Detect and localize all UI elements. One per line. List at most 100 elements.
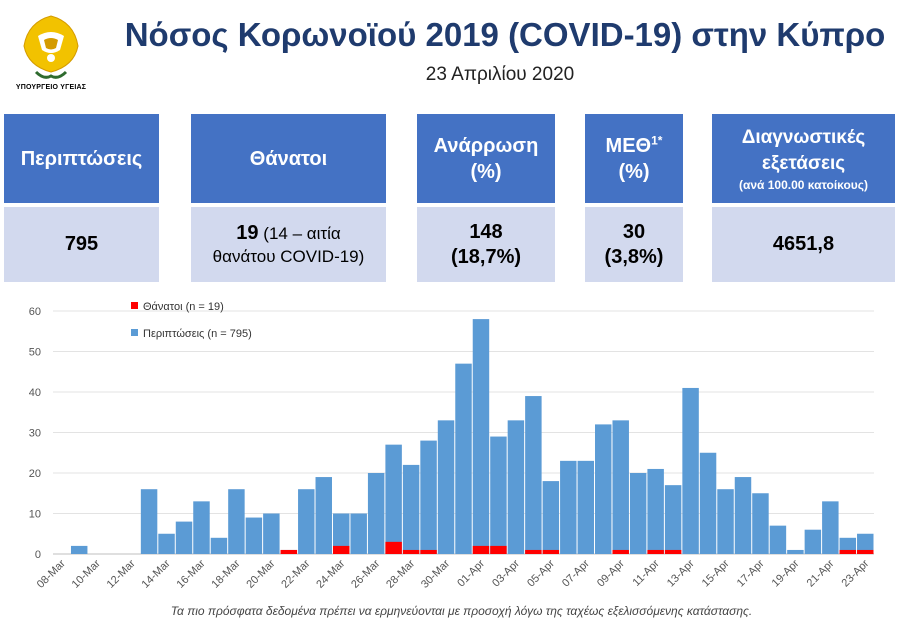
x-tick-label: 01-Apr [455,557,487,589]
case-bar [787,549,804,554]
y-tick-label: 50 [29,347,41,359]
case-bar [525,396,542,554]
legend-swatch [131,302,138,309]
x-tick-label: 13-Apr [665,557,697,589]
x-tick-label: 28-Mar [384,557,417,590]
x-tick-label: 12-Mar [105,557,138,590]
y-tick-label: 20 [29,468,41,480]
tests-header: Διαγνωστικές εξετάσεις (ανά 100.00 κατοί… [712,114,895,203]
y-tick-label: 40 [29,387,41,399]
case-bar [228,489,245,554]
case-bar [402,464,420,554]
x-tick-label: 15-Apr [700,557,732,589]
deaths-header: Θάνατοι [191,114,386,203]
case-bar [734,477,752,554]
icu-value-box: 30 (3,8%) [585,207,683,282]
case-bar [298,489,315,554]
death-bar [612,549,629,554]
tests-value-box: 4651,8 [712,207,895,282]
y-tick-label: 0 [35,549,41,561]
deaths-label: Θάνατοι [249,147,328,170]
deaths-value: 19 [236,221,259,244]
x-tick-label: 05-Apr [525,557,557,589]
case-bar [455,363,472,554]
case-bar [350,513,367,554]
x-tick-label: 21-Apr [805,557,837,589]
recovery-value: 148 [469,220,503,243]
case-bar [804,529,822,554]
case-bar [699,452,717,554]
case-bar [717,489,734,554]
x-tick-label: 14-Mar [140,557,173,590]
footnote: Τα πιο πρόσφατα δεδομένα πρέπει να ερμην… [170,604,753,618]
death-bar [647,549,664,554]
case-bar [595,424,612,554]
case-bar [682,387,699,554]
icu-value: 30 [622,220,646,243]
case-bar [315,477,332,554]
recovery-unit: (%) [470,160,502,183]
x-tick-label: 24-Mar [314,557,347,590]
recovery-pct: (18,7%) [450,245,522,268]
case-bar [140,489,158,554]
case-bar [490,436,507,554]
case-bar [769,525,787,554]
daily-cases-chart: 0 10 20 30 40 50 60 08-Mar 10-Mar 12-Mar 14-Mar 16-… [29,301,874,591]
death-bar [472,545,490,554]
deaths-value-box: 19 (14 – αιτία θανάτου COVID-19) [191,207,386,282]
legend-label: Θάνατοι (n = 19) [143,301,224,313]
case-bar [420,440,437,554]
icu-label: ΜΕΘ [605,134,652,157]
death-bar [490,545,507,554]
case-bar [577,460,595,554]
x-tick-label: 09-Apr [595,557,627,589]
x-tick-label: 11-Apr [631,557,662,588]
icu-unit: (%) [618,160,650,183]
case-bar [210,537,228,554]
legend-label: Περιπτώσεις (n = 795) [143,328,252,340]
case-bar [629,473,647,554]
tests-value: 4651,8 [772,233,835,255]
report-date: 23 Απριλίου 2020 [425,64,575,85]
x-tick-label: 10-Mar [70,557,103,590]
icu-superscript: 1* [651,132,663,147]
case-bar [822,501,839,554]
case-bar [560,460,577,554]
case-bar [664,485,682,554]
recovery-value-box: 148 (18,7%) [417,207,555,282]
x-tick-label: 19-Apr [770,557,802,589]
tests-label: Διαγνωστικές εξετάσεις [741,126,866,174]
x-tick-label: 26-Mar [349,557,382,590]
case-bar [193,501,210,554]
icu-pct: (3,8%) [604,245,664,268]
cases-header: Περιπτώσεις [4,114,159,203]
cases-value-box: 795 [4,207,159,282]
deaths-note: (14 – αιτία θανάτου COVID-19) [212,223,365,266]
case-bar [158,533,175,554]
x-tick-label: 08-Mar [35,557,68,590]
case-bar [175,521,193,554]
cases-value: 795 [64,233,99,255]
recovery-header: Ανάρρωση (%) [417,114,555,203]
y-tick-label: 10 [29,509,41,521]
x-tick-label: 17-Apr [735,557,767,589]
case-bar [542,481,560,554]
cases-label: Περιπτώσεις [20,147,143,170]
death-bar [332,545,350,554]
death-bar [525,549,542,554]
case-bar [752,493,769,554]
icu-header: ΜΕΘ1* (%) [585,114,683,203]
page-title: Νόσος Κορωνοϊού 2019 (COVID-19) στην Κύπ… [124,16,886,53]
case-bar [367,473,385,554]
x-tick-label: 23-Apr [840,557,872,589]
ministry-name: ΥΠΟΥΡΓΕΙΟ ΥΓΕΙΑΣ [15,84,87,91]
case-bar [507,420,525,554]
death-bar [385,541,402,554]
death-bar [420,549,437,554]
x-tick-label: 20-Mar [244,557,277,590]
case-bar [385,444,402,554]
death-bar [542,549,560,554]
x-tick-label: 16-Mar [174,557,207,590]
case-bar [647,468,664,554]
case-bar [857,533,874,554]
